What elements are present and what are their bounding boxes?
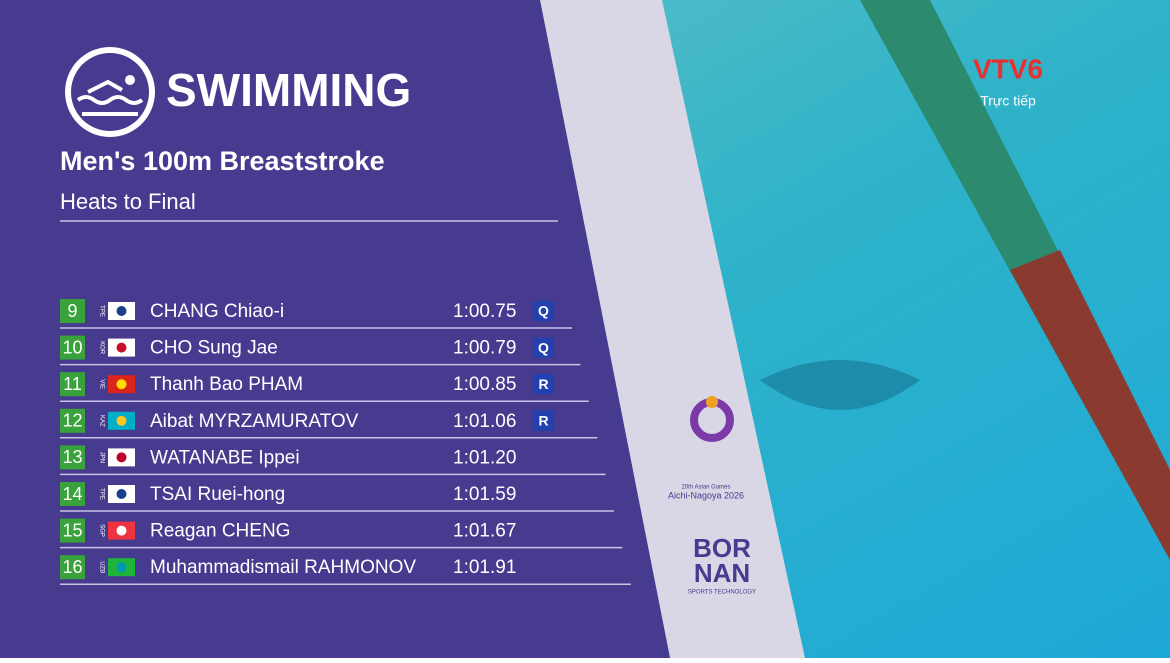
games-edition: 20th Asian Games [681, 485, 730, 491]
athlete-name: Reagan CHENG [150, 521, 290, 542]
rank-badge [60, 555, 85, 580]
channel-logo: VTV6 [973, 53, 1043, 84]
rank: 10 [62, 337, 82, 357]
rank-badge [60, 335, 85, 360]
flag-emblem [116, 306, 127, 316]
diagonal-stripe [540, 0, 805, 658]
qualifier: R [538, 413, 548, 429]
sport-title: SWIMMING [166, 64, 411, 116]
country-code: JPN [98, 452, 104, 463]
rank: 16 [62, 557, 82, 577]
athlete-name: CHO Sung Jae [150, 338, 278, 359]
qualifier-badge [533, 301, 554, 321]
rank-badge [60, 299, 85, 323]
country-code: KOR [98, 341, 104, 355]
live-label: Trực tiếp [980, 93, 1036, 109]
qualifier-badge [533, 337, 554, 358]
athlete-name: WATANABE Ippei [150, 447, 300, 468]
rank-badge [60, 372, 85, 397]
qualifier-badge [533, 374, 554, 395]
rank: 11 [63, 374, 82, 394]
time: 1:01.20 [453, 447, 516, 468]
country-code: TPE [98, 488, 104, 500]
athlete-name: Muhammadismail RAHMONOV [150, 557, 416, 578]
athlete-name: Thanh Bao PHAM [150, 374, 303, 395]
time: 1:01.06 [453, 411, 516, 432]
flag-emblem [116, 379, 127, 390]
lane-rope-green [860, 0, 1170, 560]
time: 1:01.91 [453, 557, 516, 578]
results-panel [0, 0, 670, 658]
country-code: KAZ [98, 415, 104, 427]
time: 1:01.67 [453, 521, 516, 542]
flag-emblem [116, 562, 127, 573]
event-title: Men's 100m Breaststroke [60, 146, 385, 176]
country-code: UZB [98, 561, 104, 573]
qualifier: Q [538, 339, 549, 355]
rank: 13 [62, 447, 82, 467]
rank: 15 [62, 520, 82, 540]
time: 1:00.79 [453, 338, 516, 359]
lane-rope-red [1010, 250, 1170, 560]
flag-emblem [116, 342, 127, 353]
rank: 9 [67, 301, 77, 321]
sponsor-logo-bottom: NAN [694, 558, 750, 588]
rank-badge [60, 408, 85, 433]
athlete-name: Aibat MYRZAMURATOV [150, 411, 359, 432]
rank-badge [60, 445, 85, 470]
round-title: Heats to Final [60, 189, 196, 214]
pool-shadow [760, 360, 920, 410]
flag-emblem [116, 415, 127, 426]
country-code: SGP [98, 524, 104, 537]
rank: 14 [62, 484, 82, 504]
athlete-name: TSAI Ruei-hong [150, 484, 285, 505]
time: 1:00.75 [453, 301, 516, 322]
qualifier-badge [533, 410, 554, 431]
games-emblem-dot [706, 396, 718, 408]
flag-emblem [116, 489, 127, 499]
qualifier: Q [538, 303, 549, 319]
athlete-name: CHANG Chiao-i [150, 301, 284, 322]
swimmer-head [125, 75, 135, 85]
country-code: VIE [98, 379, 104, 389]
rank-badge [60, 482, 85, 506]
sponsor-tagline: SPORTS TECHNOLOGY [688, 590, 756, 596]
swimmer-glyph [76, 79, 144, 116]
qualifier: R [538, 376, 548, 392]
rank: 12 [62, 411, 82, 431]
rank-badge [60, 518, 85, 543]
country-code: TPE [98, 305, 104, 317]
flag-emblem [116, 452, 127, 463]
time: 1:00.85 [453, 374, 516, 395]
sponsor-logo-top: BOR [693, 533, 751, 563]
games-name: Aichi-Nagoya 2026 [668, 490, 744, 500]
flag-emblem [116, 525, 127, 536]
sport-icon-inner [71, 53, 149, 131]
time: 1:01.59 [453, 484, 516, 505]
